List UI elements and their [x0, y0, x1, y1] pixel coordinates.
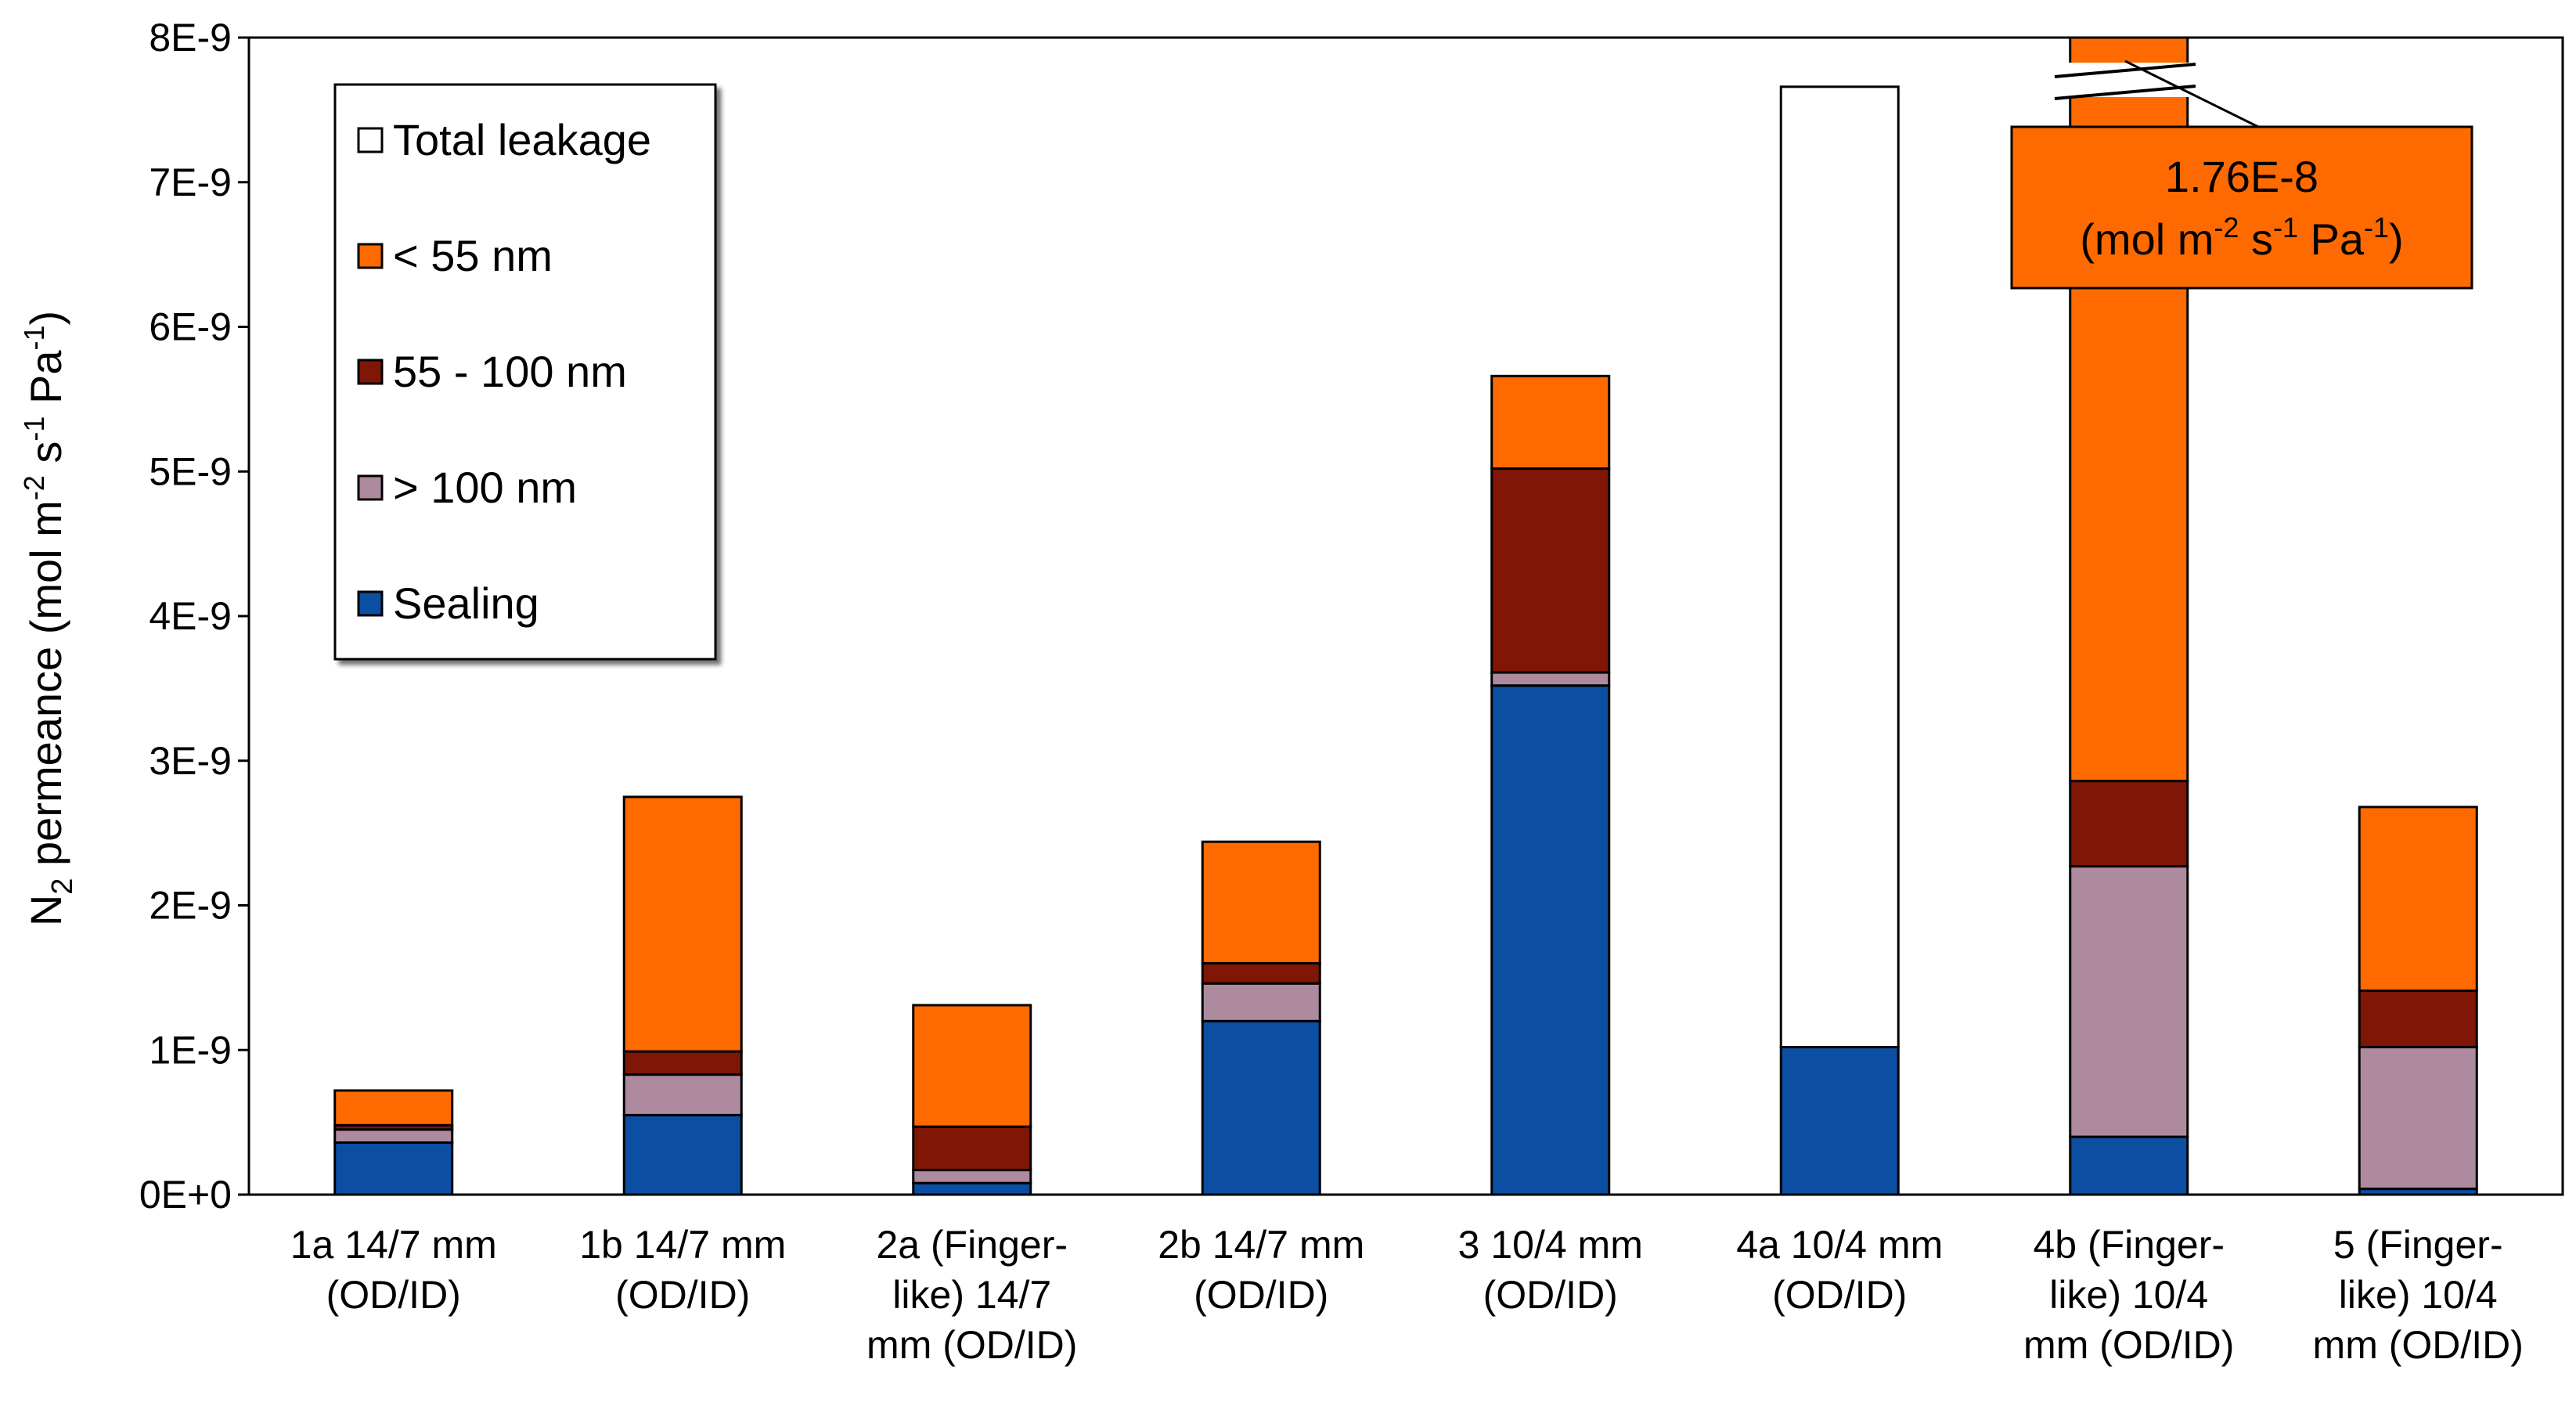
callout-value: 1.76E-8 — [2165, 152, 2318, 201]
bar-segment-55-nm — [1490, 374, 1611, 470]
legend-swatch — [357, 127, 384, 153]
legend-swatch — [357, 359, 384, 385]
category-label: 3 10/4 mm (OD/ID) — [1458, 1223, 1643, 1317]
category-label: 1b 14/7 mm (OD/ID) — [579, 1223, 786, 1317]
category-label: 2a (Finger-like) 14/7 mm (OD/ID) — [866, 1223, 1077, 1367]
y-tick-label: 3E-9 — [149, 739, 232, 783]
y-tick-label: 6E-9 — [149, 305, 232, 349]
y-axis: 0E+0 1E-9 2E-9 3E-9 4E-9 5E-9 6E-9 7E-9 8E-9 — [139, 16, 249, 1217]
y-axis-label: N2 permeance (mol m-2 s-1 Pa-1) — [18, 311, 79, 926]
legend-label: > 100 nm — [393, 463, 577, 512]
bar-segment-55-nm — [2358, 806, 2478, 993]
legend-label: Sealing — [393, 579, 539, 628]
bar-segment-55-nm — [1201, 840, 1321, 964]
bar-segment-55-100-nm — [1201, 961, 1321, 985]
bar-segment-100-nm — [2358, 1046, 2478, 1191]
category-label: 5 (Finger-like) 10/4 mm (OD/ID) — [2313, 1223, 2524, 1367]
bar-segment-100-nm — [2069, 865, 2189, 1138]
legend-swatch — [357, 474, 384, 501]
y-tick-label: 1E-9 — [149, 1028, 232, 1072]
y-tick-label: 8E-9 — [149, 16, 232, 59]
bar-segment-55-100-nm — [622, 1050, 743, 1076]
legend-items: Total leakage < 55 nm 55 - 100 nm > 100 nm S… — [357, 115, 651, 628]
category-label: 2b 14/7 mm (OD/ID) — [1158, 1223, 1364, 1317]
bars — [333, 36, 2478, 1196]
category-label: 1a 14/7 mm (OD/ID) — [290, 1223, 497, 1317]
bar-segment-55-100-nm — [2358, 990, 2478, 1049]
bar-segment-sealing — [1201, 1019, 1321, 1196]
bar-segment-55-nm — [912, 1004, 1032, 1128]
bar-segment-sealing — [2069, 1135, 2189, 1196]
bar-segment-100-nm — [912, 1169, 1032, 1184]
callout: 1.76E-8 (mol m-2 s-1 Pa-1) — [2010, 125, 2473, 290]
bar-segment-100-nm — [622, 1073, 743, 1116]
x-axis-labels: 1a 14/7 mm (OD/ID) 1b 14/7 mm (OD/ID) 2a (Fi… — [290, 1223, 2524, 1367]
bar-segment-100-nm — [333, 1128, 454, 1144]
callout-units: (mol m-2 s-1 Pa-1) — [2080, 211, 2403, 264]
bar-segment-sealing — [333, 1141, 454, 1196]
category-label: 4a 10/4 mm (OD/ID) — [1736, 1223, 1943, 1317]
callout-leader — [2124, 59, 2259, 128]
bar-segment-sealing — [622, 1113, 743, 1196]
callout-box — [2010, 125, 2473, 290]
legend: Total leakage < 55 nm 55 - 100 nm > 100 nm S… — [333, 83, 717, 661]
bar-segment-55-nm — [333, 1089, 454, 1127]
y-tick-label: 0E+0 — [139, 1173, 232, 1217]
axis-break — [2043, 59, 2259, 128]
bar-segment-55-100-nm — [1490, 467, 1611, 674]
bar-segment-100-nm — [1490, 671, 1611, 687]
bar-segment-100-nm — [1201, 982, 1321, 1022]
legend-label: Total leakage — [393, 115, 651, 164]
y-tick-label: 5E-9 — [149, 449, 232, 493]
legend-swatch — [357, 243, 384, 269]
bar-segment-total-leakage — [1779, 85, 1900, 1049]
bar-segment-sealing — [912, 1181, 1032, 1196]
y-tick-label: 7E-9 — [149, 160, 232, 204]
bar-segment-sealing — [1779, 1046, 1900, 1196]
bar-segment-55-nm — [622, 795, 743, 1053]
y-tick-label: 2E-9 — [149, 884, 232, 928]
break-line-top — [2054, 63, 2196, 78]
legend-box — [333, 83, 717, 661]
y-tick-label: 4E-9 — [149, 594, 232, 638]
break-line-bottom — [2054, 85, 2196, 100]
legend-label: 55 - 100 nm — [393, 347, 627, 396]
bar-segment-sealing — [1490, 684, 1611, 1196]
legend-label: < 55 nm — [393, 231, 553, 280]
category-label: 4b (Finger-like) 10/4 mm (OD/ID) — [2023, 1223, 2234, 1367]
legend-swatch — [357, 590, 384, 617]
bar-segment-55-100-nm — [2069, 780, 2189, 868]
bar-segment-55-100-nm — [912, 1125, 1032, 1172]
